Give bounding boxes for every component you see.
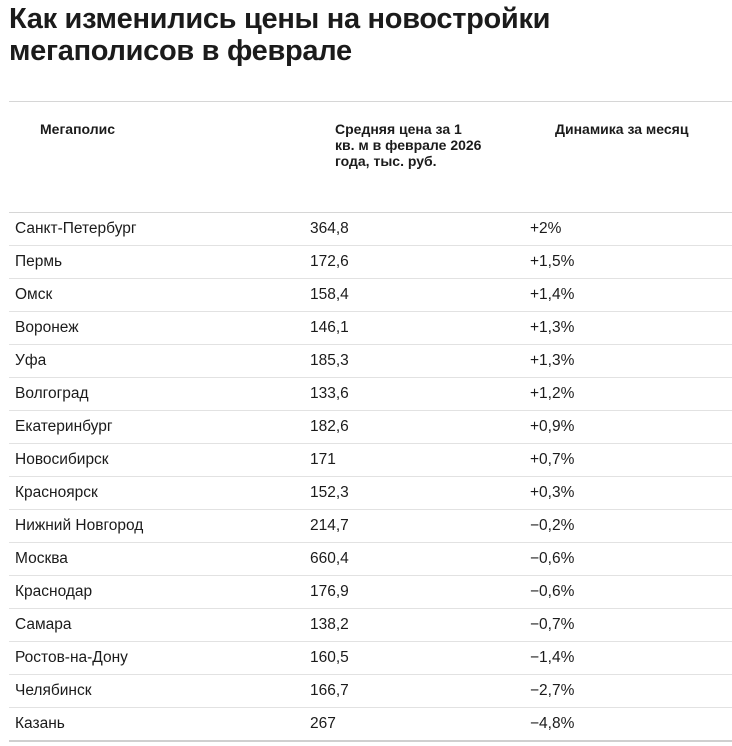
cell-city: Нижний Новгород — [15, 517, 144, 534]
cell-price: 160,5 — [310, 649, 349, 666]
cell-city: Ростов-на-Дону — [15, 649, 128, 666]
column-header-city: Мегаполис — [40, 121, 116, 137]
cell-city: Екатеринбург — [15, 418, 113, 435]
cell-city: Красноярск — [15, 484, 98, 501]
cell-city: Москва — [15, 550, 68, 567]
cell-change: +2% — [530, 220, 562, 237]
column-header-change: Динамика за месяц — [555, 121, 689, 137]
cell-change: +0,3% — [530, 484, 575, 501]
cell-change: −1,4% — [530, 649, 575, 666]
table-row: Омск 158,4 +1,4% — [9, 279, 732, 312]
cell-change: +0,7% — [530, 451, 575, 468]
table-row: Уфа 185,3 +1,3% — [9, 345, 732, 378]
table-row: Москва 660,4 −0,6% — [9, 543, 732, 576]
cell-city: Казань — [15, 715, 65, 732]
cell-city: Краснодар — [15, 583, 93, 600]
cell-price: 133,6 — [310, 385, 349, 402]
cell-change: −0,6% — [530, 583, 575, 600]
table-row: Екатеринбург 182,6 +0,9% — [9, 411, 732, 444]
cell-city: Омск — [15, 286, 53, 303]
cell-city: Новосибирск — [15, 451, 109, 468]
table-row: Казань 267 −4,8% — [9, 708, 732, 742]
cell-price: 214,7 — [310, 517, 349, 534]
cell-price: 171 — [310, 451, 336, 468]
cell-change: +1,2% — [530, 385, 575, 402]
table-row: Новосибирск 171 +0,7% — [9, 444, 732, 477]
cell-price: 182,6 — [310, 418, 349, 435]
cell-change: −4,8% — [530, 715, 575, 732]
cell-price: 158,4 — [310, 286, 349, 303]
table-body: Санкт-Петербург 364,8 +2% Пермь 172,6 +1… — [9, 213, 732, 742]
cell-city: Санкт-Петербург — [15, 220, 137, 237]
table-row: Самара 138,2 −0,7% — [9, 609, 732, 642]
cell-change: −0,2% — [530, 517, 575, 534]
table-row: Красноярск 152,3 +0,3% — [9, 477, 732, 510]
table-row: Санкт-Петербург 364,8 +2% — [9, 213, 732, 246]
cell-price: 267 — [310, 715, 336, 732]
table-row: Челябинск 166,7 −2,7% — [9, 675, 732, 708]
cell-city: Челябинск — [15, 682, 92, 699]
cell-price: 364,8 — [310, 220, 349, 237]
cell-price: 176,9 — [310, 583, 349, 600]
table-header: Мегаполис Средняя цена за 1 кв. м в февр… — [9, 102, 732, 213]
cell-city: Самара — [15, 616, 72, 633]
cell-change: +0,9% — [530, 418, 575, 435]
cell-price: 138,2 — [310, 616, 349, 633]
column-header-price: Средняя цена за 1 кв. м в феврале 2026 г… — [335, 121, 482, 169]
cell-city: Воронеж — [15, 319, 79, 336]
cell-price: 185,3 — [310, 352, 349, 369]
table-row: Краснодар 176,9 −0,6% — [9, 576, 732, 609]
table-row: Волгоград 133,6 +1,2% — [9, 378, 732, 411]
cell-change: +1,3% — [530, 319, 575, 336]
table-row: Нижний Новгород 214,7 −0,2% — [9, 510, 732, 543]
cell-price: 172,6 — [310, 253, 349, 270]
cell-change: −2,7% — [530, 682, 575, 699]
cell-city: Волгоград — [15, 385, 89, 402]
cell-price: 166,7 — [310, 682, 349, 699]
cell-city: Уфа — [15, 352, 47, 369]
cell-change: −0,6% — [530, 550, 575, 567]
cell-change: −0,7% — [530, 616, 575, 633]
cell-change: +1,5% — [530, 253, 575, 270]
cell-price: 152,3 — [310, 484, 349, 501]
price-table: Мегаполис Средняя цена за 1 кв. м в февр… — [9, 101, 732, 742]
cell-change: +1,4% — [530, 286, 575, 303]
page-title: Как изменились цены на новостройки мегап… — [9, 3, 551, 67]
cell-change: +1,3% — [530, 352, 575, 369]
cell-price: 146,1 — [310, 319, 349, 336]
table-row: Воронеж 146,1 +1,3% — [9, 312, 732, 345]
cell-price: 660,4 — [310, 550, 349, 567]
table-row: Пермь 172,6 +1,5% — [9, 246, 732, 279]
cell-city: Пермь — [15, 253, 63, 270]
table-row: Ростов-на-Дону 160,5 −1,4% — [9, 642, 732, 675]
